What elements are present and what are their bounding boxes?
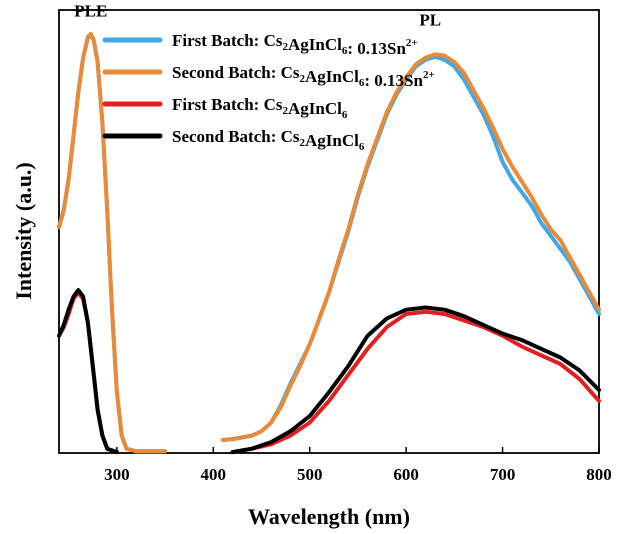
x-tick-label: 800 [586,465,612,484]
legend-label-1: First Batch: Cs2AgInCl6: 0.13Sn2+ [172,31,418,58]
series-line-4-segment-2 [230,305,601,455]
x-tick-label: 500 [297,465,323,484]
annotations: PLE PL [74,2,441,30]
legend-label-2: Second Batch: Cs2AgInCl6: 0.13Sn2+ [172,63,435,90]
series-line-1-segment-2 [220,54,601,442]
annotation-ple: PLE [74,2,107,21]
x-tick-label: 700 [490,465,516,484]
legend: First Batch: Cs2AgInCl6: 0.13Sn2+ Second … [102,31,435,153]
x-axis-title: Wavelength (nm) [248,504,410,529]
plot-area-frame [58,9,600,454]
x-axis-ticks: 300 400 500 600 700 800 [104,447,612,484]
series-line-1-segment-1 [57,33,168,454]
x-tick-label: 300 [104,465,130,484]
series-line-2-segment-1 [57,31,168,454]
series-layer [57,31,601,455]
annotation-pl: PL [419,10,441,29]
series-line-3-segment-2 [230,309,601,455]
legend-label-3: First Batch: Cs2AgInCl6 [172,95,348,121]
x-tick-label: 600 [393,465,419,484]
series-line-4-segment-1 [57,288,119,455]
x-tick-label: 400 [201,465,227,484]
series-line-2-segment-2 [220,52,601,442]
legend-label-4: Second Batch: Cs2AgInCl6 [172,127,365,153]
y-axis-title: Intensity (a.u.) [11,162,36,300]
